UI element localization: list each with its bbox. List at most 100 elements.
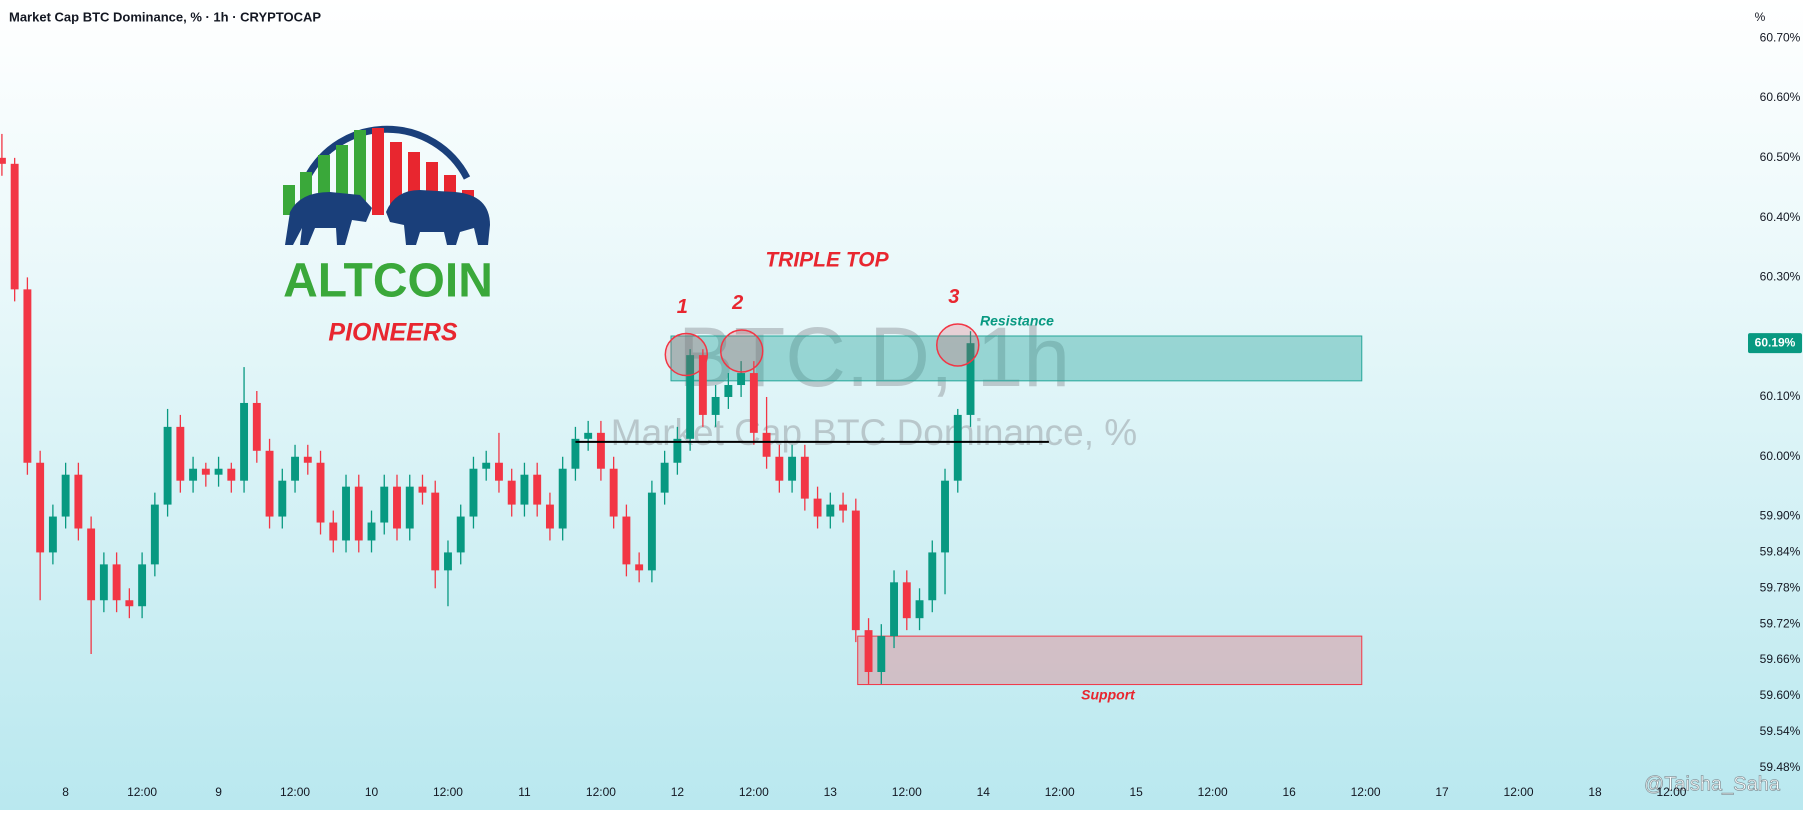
x-tick-label: 12:00 (1045, 785, 1075, 799)
watermark: BTC.D, 1h (678, 310, 1070, 404)
peak-label: 3 (948, 286, 959, 308)
logo-bear (386, 190, 490, 245)
candle-body (813, 498, 822, 517)
candle-body (533, 474, 542, 505)
candle-body (788, 456, 797, 481)
candle-body (265, 450, 274, 517)
candle-body (342, 486, 350, 541)
candle-body (99, 564, 108, 601)
x-tick-label: 12:00 (1351, 785, 1381, 799)
candle-body (839, 504, 848, 511)
candle-body (227, 468, 236, 481)
peak-marker (664, 332, 709, 377)
candle-body (495, 462, 503, 481)
candle-body (150, 504, 159, 565)
y-tick-label: 60.30% (1760, 270, 1801, 284)
x-tick-label: 10 (365, 785, 379, 799)
x-tick-label: 18 (1588, 785, 1602, 799)
candle-body (316, 462, 325, 523)
chart-title: Market Cap BTC Dominance, % · 1h · CRYPT… (9, 9, 321, 24)
x-tick-label: 11 (518, 785, 531, 799)
candle-body (444, 552, 452, 571)
candle-body (724, 385, 733, 397)
logo-title: ALTCOIN (283, 255, 493, 308)
zone-label: Resistance (980, 313, 1054, 329)
x-tick-label: 12 (671, 785, 685, 799)
candle-body (176, 426, 185, 481)
x-tick-label: 17 (1435, 785, 1449, 799)
x-tick-label: 16 (1282, 785, 1296, 799)
pattern-label: TRIPLE TOP (765, 249, 889, 272)
candle-body (890, 582, 898, 637)
candle-body (456, 516, 465, 553)
candle-body (36, 462, 45, 553)
candle-body (214, 468, 223, 475)
x-tick-label: 12:00 (892, 785, 922, 799)
candle-body (864, 630, 873, 672)
candle-body (125, 600, 134, 607)
candle-body (711, 396, 720, 415)
candle-body (112, 564, 121, 601)
candle-body (698, 355, 707, 415)
x-tick-label: 12:00 (586, 785, 616, 799)
candle-body (800, 456, 809, 499)
candle-body (826, 504, 835, 517)
candle-body (329, 522, 338, 541)
candle-body (966, 343, 975, 415)
candle-body (482, 462, 491, 469)
candle-body (201, 468, 210, 475)
candle-body (571, 438, 580, 469)
zone-label: Support (1081, 687, 1136, 703)
x-tick-label: 8 (62, 785, 69, 799)
candle-body (928, 552, 937, 601)
candle-body (953, 414, 962, 481)
y-tick-label: 59.78% (1760, 580, 1801, 594)
candle-body (915, 600, 924, 619)
candle-body (367, 522, 376, 541)
peak-label: 1 (677, 296, 688, 318)
logo-bar (372, 128, 384, 215)
watermark-subtitle: Market Cap BTC Dominance, % (611, 412, 1137, 453)
candle-body (74, 474, 83, 529)
last-price-label: 60.19% (1755, 335, 1796, 349)
candle-body (291, 456, 299, 481)
candle-body (23, 289, 32, 463)
candle-body (545, 504, 554, 529)
logo-subtitle: PIONEERS (328, 319, 458, 347)
x-tick-label: 9 (215, 785, 222, 799)
candle-body (278, 480, 287, 517)
author: @Taisha_Saha (1644, 773, 1781, 795)
candle-body (596, 432, 605, 469)
candle-body (520, 474, 529, 505)
y-tick-label: 60.10% (1760, 389, 1801, 403)
y-tick-label: 60.00% (1760, 449, 1801, 463)
y-tick-label: 60.50% (1760, 150, 1801, 164)
axis-unit: % (1755, 10, 1766, 24)
logo: ALTCOIN PIONEERS (283, 125, 493, 347)
peak-marker (936, 323, 980, 367)
candle-body (507, 480, 516, 505)
y-tick-label: 59.66% (1760, 652, 1801, 666)
candle-body (558, 468, 567, 529)
candle-body (138, 564, 147, 607)
plot-area (0, 133, 1363, 686)
peak-marker (719, 329, 764, 373)
x-tick-label: 12:00 (280, 785, 310, 799)
candle-body (737, 373, 746, 386)
candle-body (418, 486, 427, 493)
x-tick-label: 12:00 (739, 785, 769, 799)
candle-body (469, 468, 478, 517)
x-tick-label: 15 (1130, 785, 1144, 799)
y-tick-label: 60.40% (1760, 210, 1801, 224)
x-tick-label: 12:00 (127, 785, 157, 799)
candle-body (189, 468, 198, 481)
x-tick-label: 12:00 (1504, 785, 1534, 799)
candle-body (635, 564, 644, 571)
candle-body (584, 432, 593, 439)
candle-body (622, 516, 631, 565)
y-tick-label: 59.60% (1760, 688, 1801, 702)
candle-body (10, 163, 19, 290)
x-tick-label: 12:00 (433, 785, 463, 799)
